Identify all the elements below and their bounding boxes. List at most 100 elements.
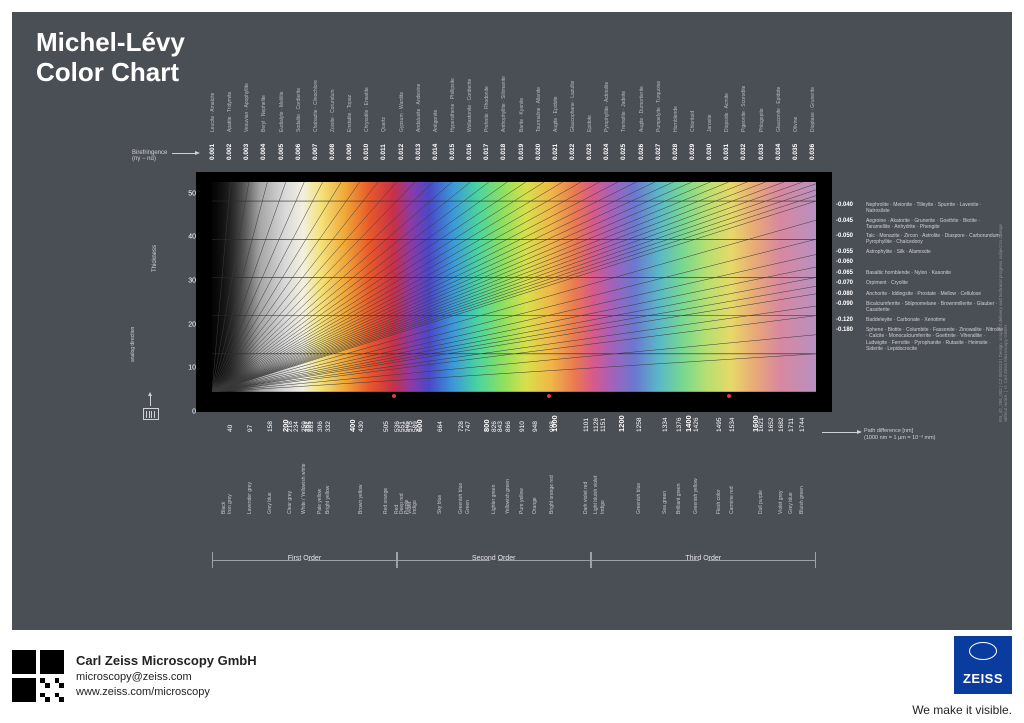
path-difference-tick: 1334 bbox=[662, 418, 669, 432]
path-difference-tick: 1621 bbox=[758, 418, 765, 432]
analog-direction-label: analog direction bbox=[130, 327, 136, 362]
y-axis: 01020304050 bbox=[172, 172, 196, 412]
color-name-label: Iron grey bbox=[227, 494, 233, 514]
color-name-label: Indigo bbox=[600, 500, 606, 514]
high-birefringence-row: -0.070Orpiment · Cryolite bbox=[836, 280, 1006, 288]
path-difference-tick: 1744 bbox=[799, 418, 806, 432]
path-difference-tick: 1711 bbox=[788, 418, 795, 432]
birefringence-arrow bbox=[172, 153, 196, 154]
color-name-label: Flesh color bbox=[716, 490, 722, 514]
path-difference-tick: 400 bbox=[348, 419, 357, 432]
y-tick: 40 bbox=[188, 234, 196, 241]
company-email: microscopy@zeiss.com bbox=[76, 670, 257, 685]
color-name-label: Grey blue bbox=[267, 492, 273, 514]
color-name-label: Bright yellow bbox=[325, 486, 331, 514]
order-labels: First OrderSecond OrderThird Order bbox=[212, 552, 816, 574]
color-name-label: Lavender grey bbox=[247, 482, 253, 514]
color-name-label: Orange bbox=[532, 497, 538, 514]
y-tick: 30 bbox=[188, 278, 196, 285]
path-difference-tick: 1258 bbox=[636, 418, 643, 432]
high-birefringence-table: -0.040Nephrolite · Meionite · Tilleyite … bbox=[836, 202, 1006, 355]
y-axis-label: Thickness bbox=[152, 245, 158, 272]
path-difference-tick: 910 bbox=[519, 421, 526, 432]
side-caption: EN_42_286_002 | CZ 08/2013 | Design, sco… bbox=[998, 222, 1006, 422]
color-name-label: Greenish blue bbox=[458, 483, 464, 514]
path-difference-tick: 430 bbox=[358, 421, 365, 432]
color-name-label: Carmine red bbox=[729, 486, 735, 514]
color-name-label: Dull purple bbox=[758, 490, 764, 514]
qr-code bbox=[12, 650, 64, 702]
path-difference-tick: 1151 bbox=[600, 418, 607, 432]
y-tick: 20 bbox=[188, 321, 196, 328]
color-names: BlackIron grey Lavender grey Grey blue Clea… bbox=[212, 462, 816, 542]
footer: Carl Zeiss Microscopy GmbH microscopy@ze… bbox=[12, 642, 1012, 710]
path-difference-tick: 306 bbox=[317, 421, 324, 432]
color-name-label: Black bbox=[221, 502, 227, 514]
path-difference-tick: 1376 bbox=[676, 418, 683, 432]
footer-left: Carl Zeiss Microscopy GmbH microscopy@ze… bbox=[12, 650, 257, 702]
color-name-label: Pure yellow bbox=[519, 488, 525, 514]
spectrum bbox=[212, 182, 816, 392]
order-segment: Third Order bbox=[591, 552, 816, 568]
high-birefringence-row: -0.060 bbox=[836, 259, 1006, 267]
path-difference-tick: 866 bbox=[505, 421, 512, 432]
order-segment: Second Order bbox=[397, 552, 591, 568]
high-birefringence-row: -0.120Baddeleyite · Carbonate · Xenotime bbox=[836, 317, 1006, 325]
color-name-label: Bluish green bbox=[799, 486, 805, 514]
path-difference-tick: 158 bbox=[267, 421, 274, 432]
path-difference-tick: 664 bbox=[437, 421, 444, 432]
birefringence-label: Birefringence(nγ − nα) bbox=[132, 150, 167, 162]
chart-panel: Michel-LévyColor Chart Birefringence(nγ … bbox=[12, 12, 1012, 630]
high-birefringence-row: -0.080Anchorite · Iddingsite · Prostate … bbox=[836, 291, 1006, 299]
company-block: Carl Zeiss Microscopy GmbH microscopy@ze… bbox=[76, 652, 257, 701]
high-birefringence-row: -0.045Aegroine · Akatorite · Grunerite ·… bbox=[836, 218, 1006, 231]
high-birefringence-row: -0.065Basaltic hornblende · Nylon · Kaso… bbox=[836, 270, 1006, 278]
path-difference-tick: 1200 bbox=[617, 415, 626, 432]
path-difference-tick: 1400 bbox=[684, 415, 693, 432]
color-name-label: Clear grey bbox=[287, 491, 293, 514]
color-name-label: Yellowish green bbox=[505, 479, 511, 514]
path-difference-tick: 843 bbox=[497, 421, 504, 432]
path-difference-tick: 1000 bbox=[550, 415, 559, 432]
chart-title: Michel-LévyColor Chart bbox=[36, 28, 185, 88]
path-difference-label: Path difference [nm] (1000 nm = 1 µm = 1… bbox=[864, 428, 935, 441]
birefringence-axis: 0.001Leucite · Amalcite0.002Apatite · Tr… bbox=[212, 52, 812, 162]
color-name-label: Violet grey bbox=[778, 490, 784, 514]
analog-direction-icon bbox=[140, 392, 162, 420]
zeiss-logo-text: ZEISS bbox=[963, 671, 1003, 686]
color-name-label: Bright orange red bbox=[549, 475, 555, 514]
color-name-label: Indigo bbox=[412, 500, 418, 514]
path-difference-tick: 1128 bbox=[593, 418, 600, 432]
path-difference-tick: 948 bbox=[532, 421, 539, 432]
color-name-label: Greenish blue bbox=[636, 483, 642, 514]
path-difference-tick: 1682 bbox=[778, 418, 785, 432]
path-difference-tick: 600 bbox=[415, 419, 424, 432]
path-difference-tick: 97 bbox=[247, 425, 254, 432]
path-difference-tick: 505 bbox=[383, 421, 390, 432]
order-transition-dot bbox=[727, 394, 731, 398]
color-name-label: Grey blue bbox=[788, 492, 794, 514]
path-difference-tick: 1534 bbox=[729, 418, 736, 432]
high-birefringence-row: -0.050Talc · Monazite · Zircon · Astroli… bbox=[836, 233, 1006, 246]
tagline: We make it visible. bbox=[912, 703, 1012, 717]
high-birefringence-row: -0.090Bicalciumferrite · Stilpnomelane ·… bbox=[836, 301, 1006, 314]
order-segment: First Order bbox=[212, 552, 397, 568]
color-name-label: White / Yellowish white bbox=[301, 463, 307, 514]
color-name-label: Dark violet red bbox=[583, 482, 589, 514]
color-name-label: Lighter green bbox=[491, 485, 497, 514]
path-difference-tick: 332 bbox=[325, 421, 332, 432]
color-name-label: Light bluish violet bbox=[593, 476, 599, 514]
color-name-label: Sea green bbox=[662, 491, 668, 514]
path-difference-tick: 1426 bbox=[693, 418, 700, 432]
path-difference-tick: 1652 bbox=[768, 418, 775, 432]
color-name-label: Brilliant green bbox=[676, 483, 682, 514]
spectrum-svg bbox=[212, 182, 816, 392]
path-difference-tick: 40 bbox=[227, 425, 234, 432]
color-name-label: Green bbox=[465, 500, 471, 514]
zeiss-logo: ZEISS bbox=[954, 636, 1012, 694]
path-difference-tick: 281 bbox=[308, 421, 315, 432]
company-name: Carl Zeiss Microscopy GmbH bbox=[76, 652, 257, 670]
color-name-label: Brown yellow bbox=[358, 485, 364, 514]
path-difference-tick: 1101 bbox=[583, 418, 590, 432]
high-birefringence-row: -0.055Astrophylite · Silk · Alamosite bbox=[836, 249, 1006, 257]
